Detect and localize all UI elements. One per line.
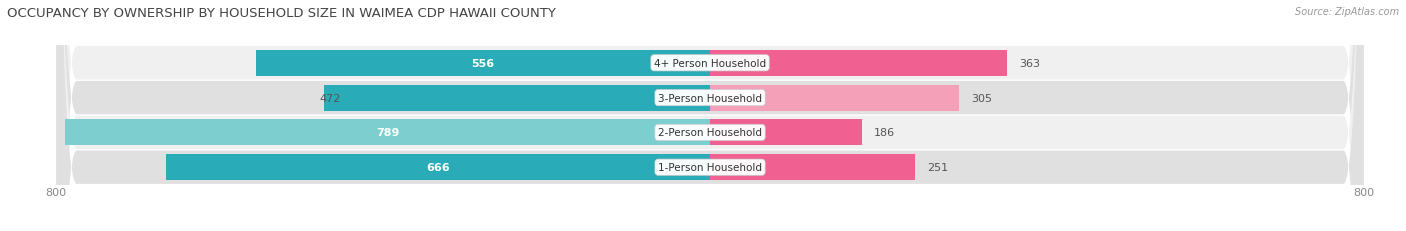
- Text: 789: 789: [375, 128, 399, 138]
- FancyBboxPatch shape: [56, 0, 1364, 231]
- Bar: [256, 51, 710, 76]
- Bar: [710, 85, 959, 111]
- Text: 3-Person Household: 3-Person Household: [658, 93, 762, 103]
- Text: 472: 472: [319, 93, 340, 103]
- Text: 1-Person Household: 1-Person Household: [658, 162, 762, 173]
- Text: 363: 363: [1019, 58, 1040, 69]
- Text: OCCUPANCY BY OWNERSHIP BY HOUSEHOLD SIZE IN WAIMEA CDP HAWAII COUNTY: OCCUPANCY BY OWNERSHIP BY HOUSEHOLD SIZE…: [7, 7, 555, 20]
- Bar: [325, 85, 710, 111]
- Bar: [710, 155, 915, 180]
- Bar: [710, 120, 862, 146]
- Text: 4+ Person Household: 4+ Person Household: [654, 58, 766, 69]
- Text: 666: 666: [426, 162, 450, 173]
- Text: 186: 186: [875, 128, 896, 138]
- Bar: [65, 120, 710, 146]
- Text: Source: ZipAtlas.com: Source: ZipAtlas.com: [1295, 7, 1399, 17]
- Text: 2-Person Household: 2-Person Household: [658, 128, 762, 138]
- FancyBboxPatch shape: [56, 0, 1364, 231]
- Text: 305: 305: [972, 93, 993, 103]
- Text: 251: 251: [928, 162, 949, 173]
- FancyBboxPatch shape: [56, 0, 1364, 231]
- Text: 556: 556: [471, 58, 495, 69]
- FancyBboxPatch shape: [56, 0, 1364, 231]
- Bar: [710, 51, 1007, 76]
- Bar: [166, 155, 710, 180]
